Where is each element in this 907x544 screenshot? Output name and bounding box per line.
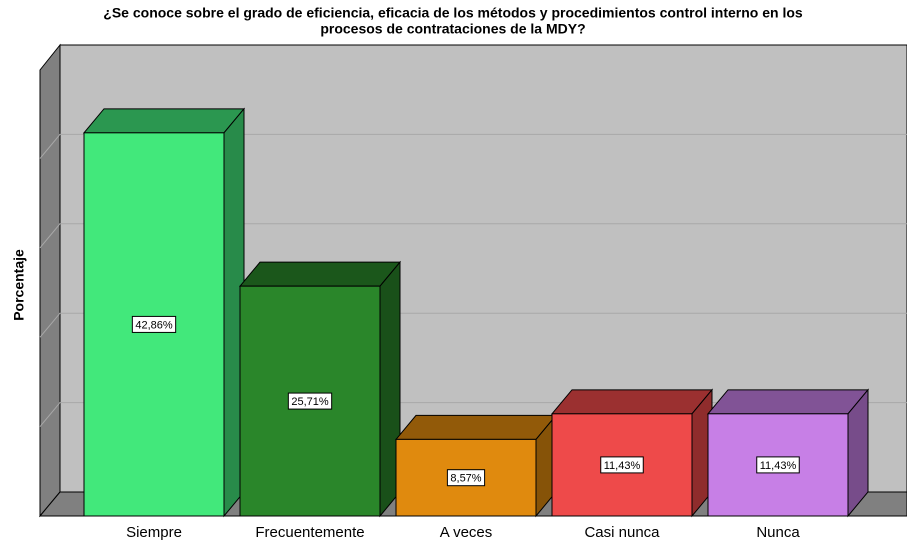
bar-top [394, 414, 558, 440]
side-wall [39, 43, 61, 518]
grid-line [39, 223, 907, 249]
x-tick-label: Siempre [126, 524, 182, 541]
value-label: 25,71% [291, 396, 329, 408]
value-label: 42,86% [135, 319, 173, 331]
y-axis-label: Porcentaje [11, 249, 27, 321]
x-tick-label: Casi nunca [584, 524, 660, 541]
bar-top [238, 261, 402, 287]
value-label: 11,43% [604, 460, 641, 472]
value-label: 11,43% [760, 460, 797, 472]
bar-top [706, 389, 870, 415]
chart-title: procesos de contrataciones de la MDY? [320, 21, 585, 37]
x-tick-label: Frecuentemente [255, 524, 364, 541]
chart-title: ¿Se conoce sobre el grado de eficiencia,… [103, 5, 803, 21]
bar-top [82, 108, 246, 134]
grid-line [39, 133, 907, 159]
bar-top [550, 389, 714, 415]
x-tick-label: Nunca [756, 524, 800, 541]
value-label-box [600, 456, 644, 474]
grid-line [39, 312, 907, 338]
value-label-box [756, 456, 800, 474]
x-tick-label: A veces [440, 524, 493, 541]
value-label-box [287, 392, 333, 410]
value-label-box [446, 469, 486, 487]
value-label-box [131, 315, 177, 333]
value-label: 8,57% [450, 473, 481, 485]
